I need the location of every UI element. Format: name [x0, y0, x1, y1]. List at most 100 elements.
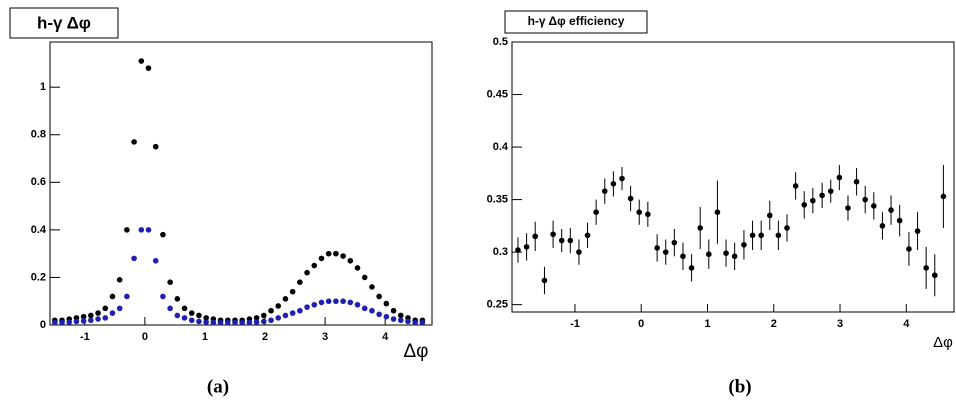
data-point — [138, 227, 145, 233]
y-tick-label: 0.2 — [31, 271, 46, 283]
data-point — [181, 315, 188, 321]
data-point — [102, 315, 109, 321]
data-point — [810, 197, 816, 204]
data-point — [541, 277, 548, 284]
data-point — [515, 247, 521, 253]
data-point — [576, 249, 582, 255]
data-point — [289, 310, 296, 316]
data-point — [662, 249, 669, 255]
x-tick-label: 1 — [704, 318, 710, 330]
data-point — [361, 274, 368, 281]
data-point — [333, 298, 339, 305]
data-point — [109, 310, 116, 316]
data-point — [152, 143, 159, 150]
data-point — [261, 318, 267, 325]
data-point — [749, 232, 756, 239]
data-point — [311, 301, 318, 308]
data-point — [923, 265, 929, 271]
data-point — [181, 305, 188, 312]
data-point — [792, 183, 799, 189]
data-point — [196, 318, 202, 325]
data-point — [888, 207, 894, 213]
data-point — [232, 319, 238, 326]
data-point — [397, 317, 404, 324]
data-point — [268, 307, 274, 314]
data-point — [766, 212, 773, 219]
data-point — [59, 319, 65, 326]
plot-frame — [511, 41, 955, 313]
data-point — [383, 313, 390, 320]
data-point — [862, 196, 869, 203]
data-point — [152, 257, 159, 264]
data-point — [340, 298, 346, 305]
data-point — [80, 318, 87, 324]
x-tick-label: 0 — [142, 331, 148, 343]
title-box — [9, 7, 119, 39]
data-point — [304, 304, 310, 310]
y-tick-label: 0.6 — [31, 176, 46, 188]
data-point — [124, 293, 130, 300]
data-point — [419, 319, 426, 326]
data-point — [88, 317, 94, 324]
data-point — [896, 217, 903, 224]
data-point — [584, 232, 591, 239]
data-point — [253, 319, 260, 325]
data-point — [558, 237, 565, 244]
data-point — [297, 279, 303, 285]
data-point — [369, 284, 375, 290]
data-point — [654, 245, 660, 251]
data-point — [95, 316, 101, 322]
data-point — [167, 279, 173, 285]
data-point — [376, 311, 382, 318]
data-point — [775, 232, 782, 239]
x-tick-label: -1 — [570, 318, 580, 330]
data-point — [325, 298, 332, 305]
data-point — [174, 296, 181, 302]
data-point — [95, 310, 101, 316]
y-tick-label: 0.4 — [31, 224, 47, 236]
data-point — [731, 253, 738, 260]
data-point — [203, 319, 209, 325]
y-tick-label: 0.5 — [493, 36, 508, 48]
data-point — [174, 312, 181, 319]
data-point — [88, 312, 94, 319]
y-tick-label: 0.45 — [487, 88, 508, 100]
data-point — [601, 188, 608, 194]
x-tick-label: 4 — [382, 331, 389, 343]
data-point — [282, 312, 289, 319]
data-point — [845, 205, 851, 211]
y-tick-label: 0.8 — [31, 129, 46, 141]
data-point — [610, 181, 617, 187]
data-point — [376, 293, 382, 300]
data-point — [801, 202, 808, 208]
data-point — [239, 319, 246, 326]
data-point — [871, 203, 877, 209]
x-axis-label: Δφ — [933, 334, 953, 351]
data-point — [73, 318, 80, 325]
data-point — [627, 195, 634, 202]
data-point — [697, 225, 703, 231]
data-point — [289, 288, 296, 295]
y-tick-label: 0 — [40, 319, 46, 331]
data-point — [879, 223, 886, 229]
y-tick-label: 0.4 — [493, 141, 509, 153]
data-point — [853, 178, 860, 185]
data-point — [914, 228, 921, 234]
data-point — [102, 305, 109, 312]
x-tick-label: 0 — [638, 318, 644, 330]
data-point — [906, 246, 912, 252]
data-point — [784, 225, 790, 231]
data-point — [619, 175, 625, 182]
data-point — [340, 253, 346, 259]
data-point — [188, 310, 195, 316]
data-point — [253, 315, 260, 321]
data-point — [940, 193, 947, 200]
data-point — [217, 319, 224, 326]
x-tick-label: 4 — [903, 318, 910, 330]
data-point — [116, 277, 123, 283]
data-point — [369, 307, 375, 314]
data-point — [124, 227, 130, 233]
x-axis-label: Δφ — [403, 341, 428, 362]
data-point — [333, 250, 339, 257]
data-point — [523, 244, 530, 250]
